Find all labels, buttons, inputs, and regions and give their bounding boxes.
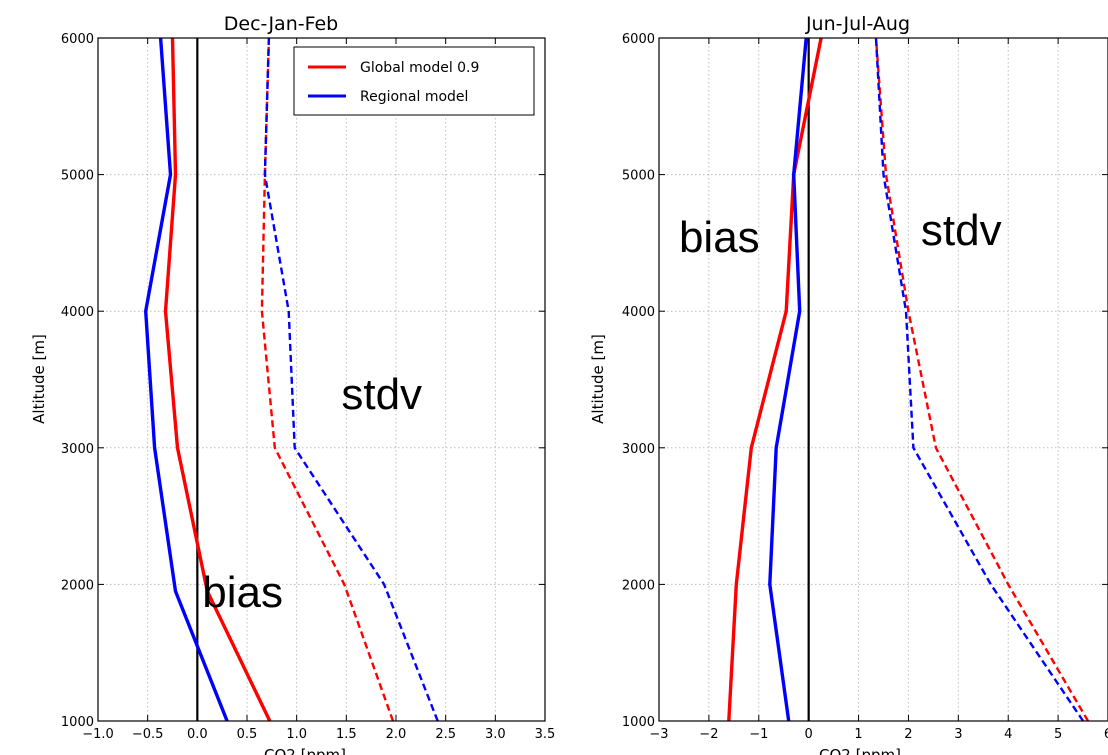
x-tick-label: 2.5	[435, 727, 456, 742]
series-line-bias-global	[163, 38, 272, 721]
series-line-bias-regional	[144, 38, 229, 721]
x-axis-label: CO2 [ppm]	[264, 746, 346, 755]
y-tick-label: 1000	[622, 715, 655, 730]
x-tick-label: 0.5	[237, 727, 258, 742]
x-tick-label: −1.0	[82, 727, 114, 742]
y-tick-label: 6000	[622, 32, 655, 47]
chart-title: Jun-Jul-Aug	[805, 13, 910, 35]
x-tick-label: 3.0	[485, 727, 506, 742]
y-axis-label: Altitude [m]	[589, 334, 607, 424]
annotation-bias: bias	[202, 568, 283, 617]
x-tick-label: 1	[854, 727, 862, 742]
x-tick-label: 3	[954, 727, 962, 742]
y-tick-label: 4000	[61, 305, 94, 320]
panel-jun-jul-aug: Jun-Jul-Aug Altitude [m] CO2 [ppm] −3 −2 −…	[589, 13, 1108, 755]
legend-label-regional: Regional model	[360, 89, 468, 105]
chart-title: Dec-Jan-Feb	[224, 13, 338, 35]
plot-frame	[658, 37, 1108, 722]
series-line-bias-global	[727, 38, 823, 721]
annotation-stdv: stdv	[921, 206, 1002, 255]
series-line-stdv-global	[874, 38, 1090, 721]
x-tick-label: 1.5	[336, 727, 357, 742]
y-tick-label: 5000	[61, 169, 94, 184]
series-line-bias-regional	[768, 38, 808, 721]
y-tick-label: 2000	[61, 578, 94, 593]
x-tick-label: −2	[699, 727, 718, 742]
plot-frame	[97, 37, 546, 722]
y-tick-label: 6000	[61, 32, 94, 47]
x-tick-label: 3.5	[535, 727, 556, 742]
x-tick-label: −0.5	[132, 727, 164, 742]
series-line-stdv-regional	[263, 38, 439, 721]
legend-box	[293, 46, 535, 116]
x-tick-label: 2	[904, 727, 912, 742]
y-tick-label: 3000	[622, 442, 655, 457]
x-tick-label: 4	[1004, 727, 1012, 742]
y-tick-label: 1000	[61, 715, 94, 730]
y-tick-label: 5000	[622, 169, 655, 184]
x-tick-label: 5	[1054, 727, 1062, 742]
x-tick-label: 6	[1104, 727, 1108, 742]
annotation-stdv: stdv	[341, 370, 422, 419]
x-tick-label: 1.0	[286, 727, 307, 742]
y-tick-label: 2000	[622, 578, 655, 593]
annotation-bias: bias	[679, 213, 760, 262]
x-axis-label: CO2 [ppm]	[819, 746, 901, 755]
x-tick-label: −1	[749, 727, 768, 742]
x-tick-label: −3	[649, 727, 668, 742]
x-tick-label: 0.0	[187, 727, 208, 742]
x-tick-label: 0	[805, 727, 813, 742]
x-tick-label: 2.0	[386, 727, 407, 742]
series-line-stdv-regional	[874, 38, 1085, 721]
legend: Global model 0.9 Regional model	[293, 46, 535, 116]
legend-label-global: Global model 0.9	[360, 60, 479, 76]
y-tick-label: 3000	[61, 442, 94, 457]
y-axis-label: Altitude [m]	[30, 334, 48, 424]
y-tick-label: 4000	[622, 305, 655, 320]
panel-dec-jan-feb: Dec-Jan-Feb Altitude [m] CO2 [ppm] −1.0 −…	[30, 13, 555, 755]
